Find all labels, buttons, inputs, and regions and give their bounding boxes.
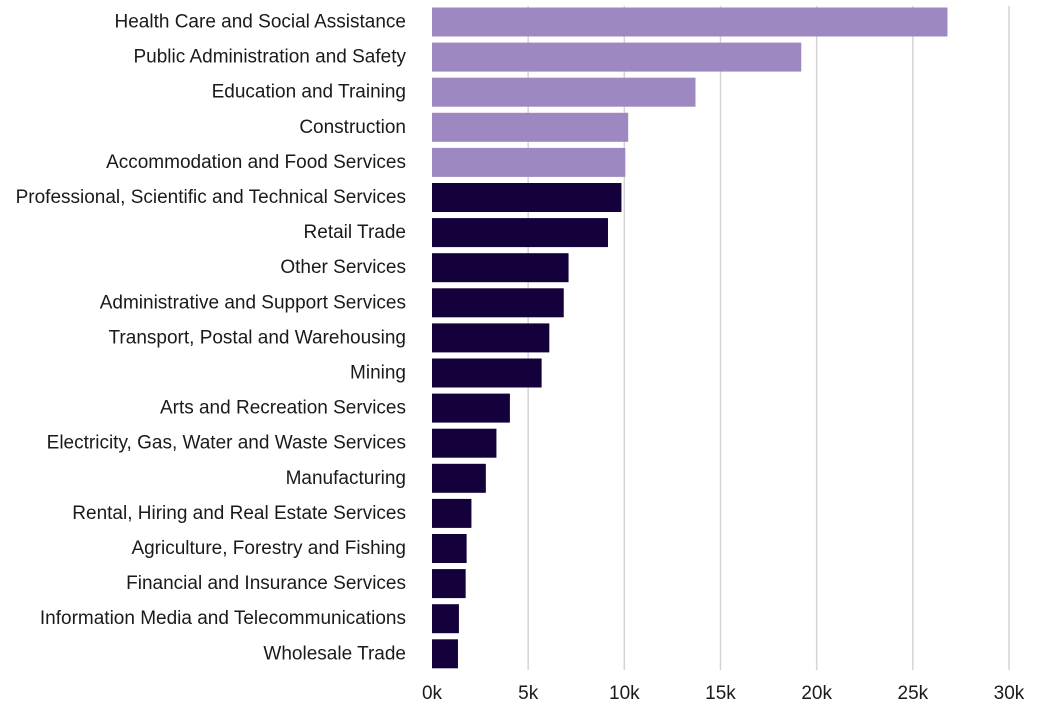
bar <box>432 534 467 563</box>
bar <box>432 253 569 283</box>
category-label: Other Services <box>280 257 406 278</box>
bar <box>432 569 466 599</box>
bar <box>432 428 497 458</box>
x-tick-label: 30k <box>994 683 1025 704</box>
category-label: Accommodation and Food Services <box>106 152 406 173</box>
category-label: Mining <box>350 363 406 384</box>
bar <box>432 42 802 72</box>
category-label: Education and Training <box>212 82 406 103</box>
category-label: Rental, Hiring and Real Estate Services <box>72 503 406 524</box>
category-label: Public Administration and Safety <box>134 47 407 68</box>
bar <box>432 183 622 212</box>
category-label: Information Media and Telecommunications <box>40 608 406 629</box>
category-label: Agriculture, Forestry and Fishing <box>131 538 406 559</box>
bar <box>432 463 486 493</box>
bar <box>432 604 459 634</box>
category-label: Electricity, Gas, Water and Waste Servic… <box>47 433 406 454</box>
bar <box>432 218 608 248</box>
category-label: Administrative and Support Services <box>100 292 406 313</box>
x-tick-label: 20k <box>801 683 832 704</box>
x-tick-label: 25k <box>898 683 929 704</box>
x-tick-label: 15k <box>705 683 736 704</box>
category-label: Manufacturing <box>286 468 406 489</box>
bar <box>432 358 542 388</box>
bar <box>432 147 626 177</box>
category-label: Health Care and Social Assistance <box>115 12 407 33</box>
bar <box>432 288 564 318</box>
x-tick-label: 5k <box>518 683 539 704</box>
category-label: Professional, Scientific and Technical S… <box>16 187 406 208</box>
x-tick-label: 10k <box>609 683 640 704</box>
category-labels: Health Care and Social Assistance Public … <box>16 12 407 665</box>
bar <box>432 112 629 142</box>
category-label: Retail Trade <box>304 222 406 243</box>
x-tick-label: 0k <box>422 683 443 704</box>
bar <box>432 323 550 353</box>
category-label: Wholesale Trade <box>263 643 406 664</box>
category-label: Financial and Insurance Services <box>126 573 406 594</box>
x-axis-tick-labels: 0k 5k 10k 15k 20k 25k 30k <box>422 683 1025 704</box>
bar <box>432 77 696 107</box>
category-label: Arts and Recreation Services <box>160 398 406 419</box>
bar <box>432 498 472 528</box>
category-label: Transport, Postal and Warehousing <box>109 327 406 348</box>
bar <box>432 639 458 669</box>
category-label: Construction <box>299 117 406 138</box>
bar <box>432 393 510 423</box>
bar <box>432 7 948 37</box>
bars <box>432 7 948 669</box>
